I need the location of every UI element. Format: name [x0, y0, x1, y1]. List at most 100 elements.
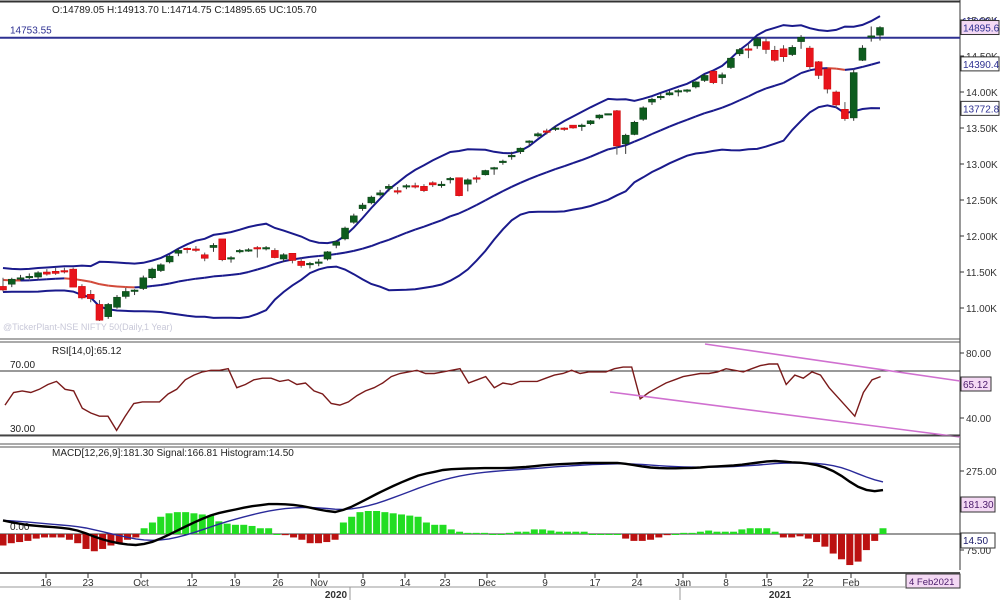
- candle: [569, 124, 577, 129]
- svg-text:9: 9: [360, 578, 366, 589]
- candle: [639, 107, 647, 120]
- histogram-bar: [323, 534, 331, 543]
- histogram-bar: [671, 534, 679, 535]
- candle: [499, 160, 507, 163]
- histogram-bar: [613, 534, 621, 535]
- histogram-bar: [505, 532, 513, 534]
- candle: [323, 251, 332, 260]
- candle: [806, 47, 814, 68]
- histogram-bar: [356, 512, 364, 534]
- svg-text:70.00: 70.00: [10, 360, 35, 371]
- candle: [560, 127, 569, 130]
- candle: [428, 182, 437, 186]
- trendline[interactable]: [609, 391, 961, 438]
- candle: [692, 81, 700, 88]
- svg-text:24: 24: [631, 578, 643, 589]
- candle: [332, 241, 341, 246]
- candle: [385, 186, 393, 189]
- svg-text:14.50: 14.50: [963, 536, 988, 547]
- candle: [814, 61, 823, 76]
- candle: [130, 289, 139, 292]
- histogram-bar: [32, 534, 40, 539]
- svg-text:2021: 2021: [769, 590, 792, 600]
- svg-text:Oct: Oct: [133, 578, 149, 589]
- svg-text:26: 26: [272, 578, 284, 589]
- candle: [157, 264, 165, 271]
- histogram-bar: [655, 534, 663, 538]
- histogram-bar: [680, 532, 688, 534]
- histogram-bar: [273, 534, 281, 535]
- candle: [78, 286, 86, 299]
- candle: [490, 167, 498, 170]
- histogram-bar: [539, 529, 547, 534]
- candle: [657, 96, 665, 99]
- histogram-bar: [497, 534, 505, 535]
- svg-text:40.00: 40.00: [966, 414, 991, 425]
- candle: [262, 247, 270, 250]
- histogram-bar: [298, 534, 306, 540]
- histogram-bar: [879, 528, 887, 534]
- svg-text:14390.4: 14390.4: [963, 60, 1000, 71]
- candle: [718, 74, 726, 78]
- candle: [613, 110, 621, 147]
- histogram-bar: [555, 531, 563, 534]
- candle: [183, 247, 191, 250]
- histogram-bar: [821, 534, 829, 547]
- candle: [525, 140, 533, 143]
- histogram-bar: [804, 534, 812, 539]
- candle: [516, 147, 525, 153]
- svg-text:14.00K: 14.00K: [966, 88, 998, 99]
- price-panel[interactable]: O:14789.05 H:14913.70 L:14714.75 C:14895…: [0, 5, 1000, 332]
- svg-text:0.00: 0.00: [10, 522, 30, 533]
- histogram-bar: [771, 531, 779, 534]
- candle: [288, 253, 297, 261]
- candle: [165, 255, 174, 263]
- svg-text:Nov: Nov: [310, 578, 328, 589]
- candle: [236, 250, 244, 253]
- svg-text:11.50K: 11.50K: [966, 268, 997, 279]
- histogram-bar: [647, 534, 655, 540]
- bollinger-bands: [2, 15, 881, 320]
- candle: [60, 270, 69, 273]
- rsi-panel[interactable]: RSI[14,0]:65.12 70.00 30.00 80.00 40.00 65.1…: [0, 343, 992, 438]
- svg-text:22: 22: [802, 578, 814, 589]
- histogram-bar: [381, 512, 389, 534]
- candle: [753, 38, 761, 47]
- histogram-bar: [580, 531, 588, 534]
- candle: [95, 304, 104, 321]
- histogram-bar: [49, 534, 57, 538]
- svg-text:12: 12: [186, 578, 198, 589]
- candle: [542, 130, 551, 133]
- histogram-bar: [339, 522, 347, 534]
- candle: [621, 134, 630, 145]
- x-axis: 16 23 Oct 12 19 26 Nov 9 14 23 Dec 9 17 24 Jan 8 15 22 Feb…: [40, 573, 860, 600]
- svg-text:13772.8: 13772.8: [963, 104, 1000, 115]
- histogram-bar: [431, 524, 439, 534]
- macd-panel[interactable]: MACD[12,26,9]:181.30 Signal:166.81 Histo…: [0, 448, 997, 566]
- candle: [648, 98, 656, 103]
- histogram-bar: [547, 530, 555, 534]
- svg-text:275.00: 275.00: [966, 467, 997, 478]
- histogram-bar: [215, 521, 223, 534]
- histogram-bar: [248, 525, 256, 534]
- candle: [876, 27, 884, 36]
- histogram-bar: [779, 534, 787, 538]
- histogram-bar: [57, 534, 65, 538]
- histogram-bar: [24, 534, 32, 541]
- histogram-bar: [813, 534, 821, 543]
- histogram-bar: [522, 531, 530, 534]
- candle: [376, 192, 384, 196]
- candle: [665, 92, 674, 96]
- histogram-bar: [688, 532, 696, 534]
- histogram-bar: [862, 534, 870, 551]
- candle: [841, 109, 849, 119]
- trendline[interactable]: [704, 343, 961, 382]
- histogram-bar: [165, 513, 173, 534]
- candle: [534, 133, 542, 137]
- svg-text:65.12: 65.12: [963, 380, 988, 391]
- histogram-bar: [41, 534, 49, 538]
- histogram-bar: [763, 528, 771, 534]
- histogram-bar: [16, 534, 24, 543]
